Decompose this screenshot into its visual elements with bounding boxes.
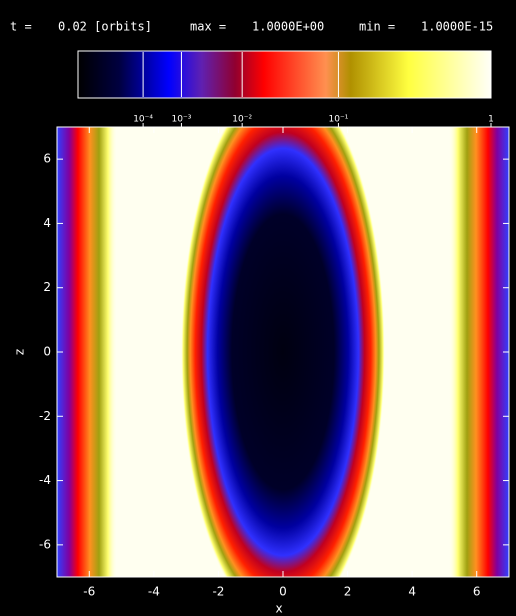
y-tick-label: -2 [39, 409, 51, 423]
max-label: max = [190, 20, 226, 34]
x-tick-label: -4 [148, 585, 160, 599]
time-label: t = [10, 20, 32, 34]
colorbar-tick-label: 10⁻⁴ [133, 115, 153, 125]
y-axis-label: z [13, 349, 27, 355]
colorbar [77, 50, 492, 99]
y-tick-label: 4 [43, 216, 51, 230]
colorbar-tick-label: 1 [488, 115, 494, 125]
y-tick-label: 0 [43, 345, 51, 359]
time-value: 0.02 [orbits] [58, 20, 152, 34]
field [57, 127, 509, 577]
x-axis-label: x [275, 602, 282, 616]
y-tick-label: 2 [43, 280, 51, 294]
x-tick-label: 4 [408, 585, 416, 599]
min-value: 1.0000E-15 [421, 20, 493, 34]
min-label: min = [359, 20, 395, 34]
colorbar-tick-label: 10⁻¹ [329, 115, 349, 125]
y-tick-label: 6 [43, 152, 51, 166]
x-tick-label: -2 [212, 585, 224, 599]
colorbar-tick-label: 10⁻² [232, 115, 252, 125]
x-tick-label: 0 [279, 585, 287, 599]
x-tick-label: -6 [83, 585, 95, 599]
x-tick-label: 6 [473, 585, 481, 599]
x-tick-label: 2 [344, 585, 352, 599]
y-tick-label: -4 [39, 473, 51, 487]
colorbar-tick-label: 10⁻³ [172, 115, 192, 125]
y-tick-label: -6 [39, 537, 51, 551]
max-value: 1.0000E+00 [252, 20, 324, 34]
